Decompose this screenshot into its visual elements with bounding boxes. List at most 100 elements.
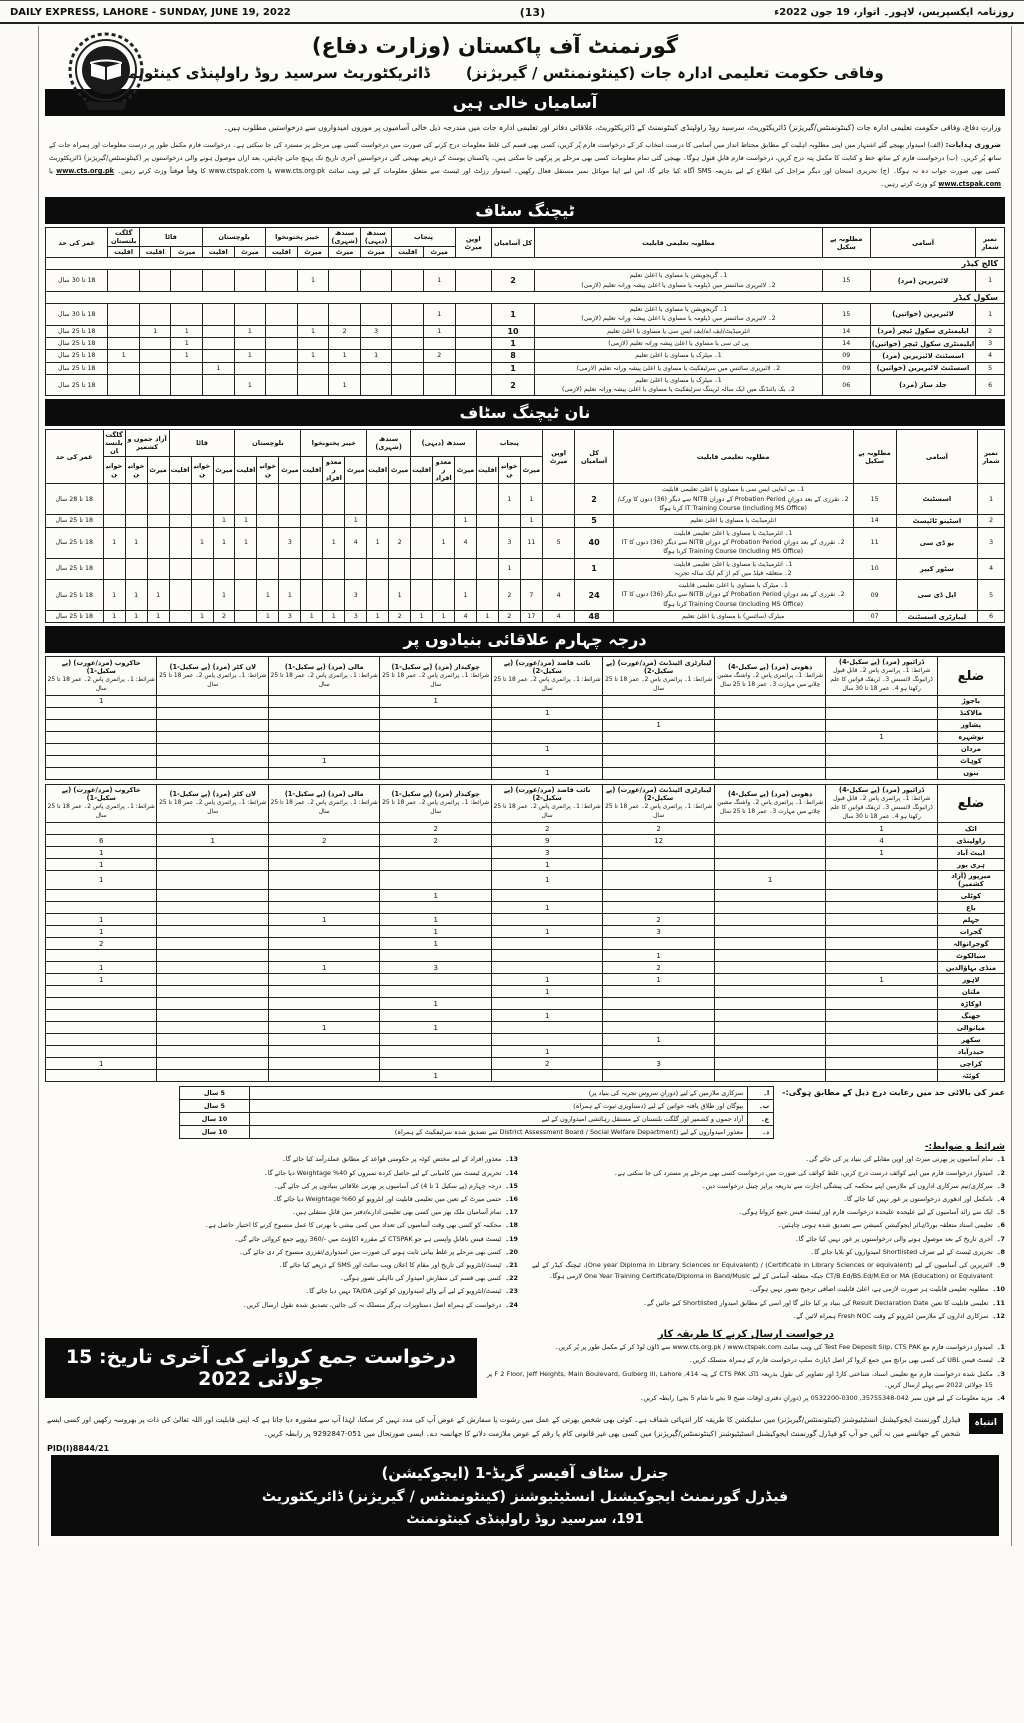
table-cell: 1	[490, 336, 536, 351]
table-cell: 1۔ میٹرک یا مساوی یا اعلیٰ تعلیم	[534, 349, 823, 363]
table-cell: 1۔ گریجویشن یا مساوی یا اعلیٰ تعلیم 2۔ لا…	[534, 303, 823, 326]
vacancy-count-cell	[602, 742, 715, 756]
column-header: مطلوبہ پے سکیل	[852, 429, 897, 485]
vacancy-count-cell	[44, 997, 158, 1011]
vacancy-count-cell	[825, 961, 938, 975]
table-cell: 2	[977, 514, 1005, 528]
vacancy-count-cell: 1	[825, 973, 938, 987]
table-cell	[170, 269, 204, 293]
ctspak-link[interactable]: www.ctspak.com	[938, 180, 1001, 189]
table-cell	[138, 349, 172, 363]
vacancy-count-cell	[825, 1009, 938, 1023]
table-cell	[296, 373, 330, 397]
relaxation-cell: 10 سال	[178, 1125, 250, 1140]
term-item: 16۔ حتمی میرٹ کے تعین میں تعلیمی قابلیت ا…	[272, 1195, 518, 1204]
vacancy-count-cell: 1	[44, 858, 158, 872]
table-cell	[388, 483, 412, 516]
table-cell	[146, 526, 170, 559]
table-cell	[359, 303, 393, 326]
vacancy-count-cell	[44, 1021, 158, 1035]
column-subheader: میرٹ	[328, 246, 361, 259]
vacancy-count-cell: 1	[44, 961, 158, 975]
table-cell	[300, 557, 324, 581]
column-subheader: میرٹ	[278, 456, 302, 485]
book-emblem-icon	[68, 32, 144, 110]
term-item: 12۔ سرکاری اداروں کے ملازمین انٹرویو کے و…	[792, 1311, 1005, 1320]
vacancy-count-cell	[490, 889, 604, 903]
column-subheader: اقلیت	[475, 456, 499, 485]
vacancy-count-cell	[267, 1033, 381, 1047]
table-cell: 1	[490, 303, 536, 326]
district-row: کوٹلی 1	[44, 889, 1006, 903]
vacancy-count-cell	[156, 1033, 269, 1047]
relaxation-cell: ا۔	[747, 1086, 775, 1101]
table-cell	[234, 557, 258, 581]
vacancy-count-cell	[379, 870, 492, 891]
table-cell	[497, 514, 521, 528]
table-cell: 1	[212, 514, 236, 528]
table-cell: 1	[102, 579, 126, 611]
table-cell	[233, 336, 267, 351]
table-cell: 6	[977, 609, 1005, 624]
table-cell	[322, 579, 346, 611]
table-cell: 1	[328, 373, 361, 397]
table-cell	[328, 336, 361, 351]
vacancy-count-cell	[44, 754, 158, 768]
table-cell	[190, 579, 214, 611]
district-name: کوہاٹ	[936, 754, 1006, 768]
vacancy-count-cell: 1	[379, 889, 492, 903]
table-cell	[322, 483, 346, 516]
vacancy-count-cell	[156, 973, 269, 987]
vacancy-count-cell	[156, 985, 269, 999]
term-item: 7۔ آخری تاریخ کے بعد موصول ہونے والی درخو…	[794, 1234, 1005, 1243]
district-row: سیالکوٹ 1	[44, 949, 1006, 963]
table-cell	[391, 349, 424, 363]
district-name: راولپنڈی	[936, 834, 1006, 848]
column-header: سندھ (شہری)	[328, 227, 361, 248]
vacancy-count-cell	[44, 822, 158, 836]
table-cell: 3	[977, 526, 1005, 559]
table-cell	[234, 579, 258, 611]
table-cell	[391, 303, 424, 326]
district-name: گجرات	[936, 925, 1006, 939]
post-column-header: لان کٹر (مرد) (پے سکیل-1) شرائط: 1۔ پرائم…	[156, 656, 269, 696]
procedure-items: 1۔ امیدوار درخواست فارم مع Test Fee Depos…	[487, 1342, 1005, 1404]
relaxation-cell: 5 سال	[178, 1099, 250, 1114]
table-cell: 09	[821, 361, 871, 375]
vacancy-count-cell	[379, 949, 492, 963]
table-cell	[202, 336, 235, 351]
table-cell	[454, 557, 477, 581]
vacancy-count-cell: 3	[379, 961, 492, 975]
vacancy-count-cell: 1	[44, 694, 158, 708]
table-cell	[107, 269, 140, 293]
table-cell	[454, 483, 477, 516]
column-header: عمر کی حد	[44, 227, 109, 259]
vacancy-count-cell: 2	[602, 961, 715, 975]
vacancy-count-cell	[44, 1009, 158, 1023]
vacancy-count-cell	[156, 870, 269, 891]
table-cell	[234, 483, 258, 516]
table-cell: 1	[975, 269, 1005, 293]
table-cell: 1	[475, 609, 499, 624]
district-row: ہری پور 1 1	[44, 858, 1006, 872]
vacancy-count-cell: 3	[490, 846, 604, 860]
vacancy-count-cell	[713, 742, 827, 756]
district-row: باغ 1	[44, 901, 1006, 915]
table-cell: 1	[322, 609, 346, 624]
vacancy-count-cell	[44, 718, 158, 732]
vacancy-count-cell	[379, 718, 492, 732]
term-item: 1۔ تمام آسامیوں پر بھرتی میرٹ اور اوپن مق…	[805, 1155, 1005, 1164]
vacancy-count-cell	[713, 1021, 827, 1035]
table-cell	[168, 483, 192, 516]
vacancy-count-cell	[44, 706, 158, 720]
column-header: کل آسامیاں	[490, 227, 536, 259]
table-cell	[422, 336, 456, 351]
vacancy-count-cell	[156, 1069, 269, 1083]
vacancy-count-cell	[156, 889, 269, 903]
vacancy-count-cell	[490, 718, 604, 732]
vacancy-count-cell	[267, 858, 381, 872]
cts-link[interactable]: www.cts.org.pk	[56, 167, 115, 176]
vacancy-count-cell	[713, 889, 827, 903]
table-cell	[300, 483, 324, 516]
vacancy-count-cell: 1	[490, 870, 604, 891]
